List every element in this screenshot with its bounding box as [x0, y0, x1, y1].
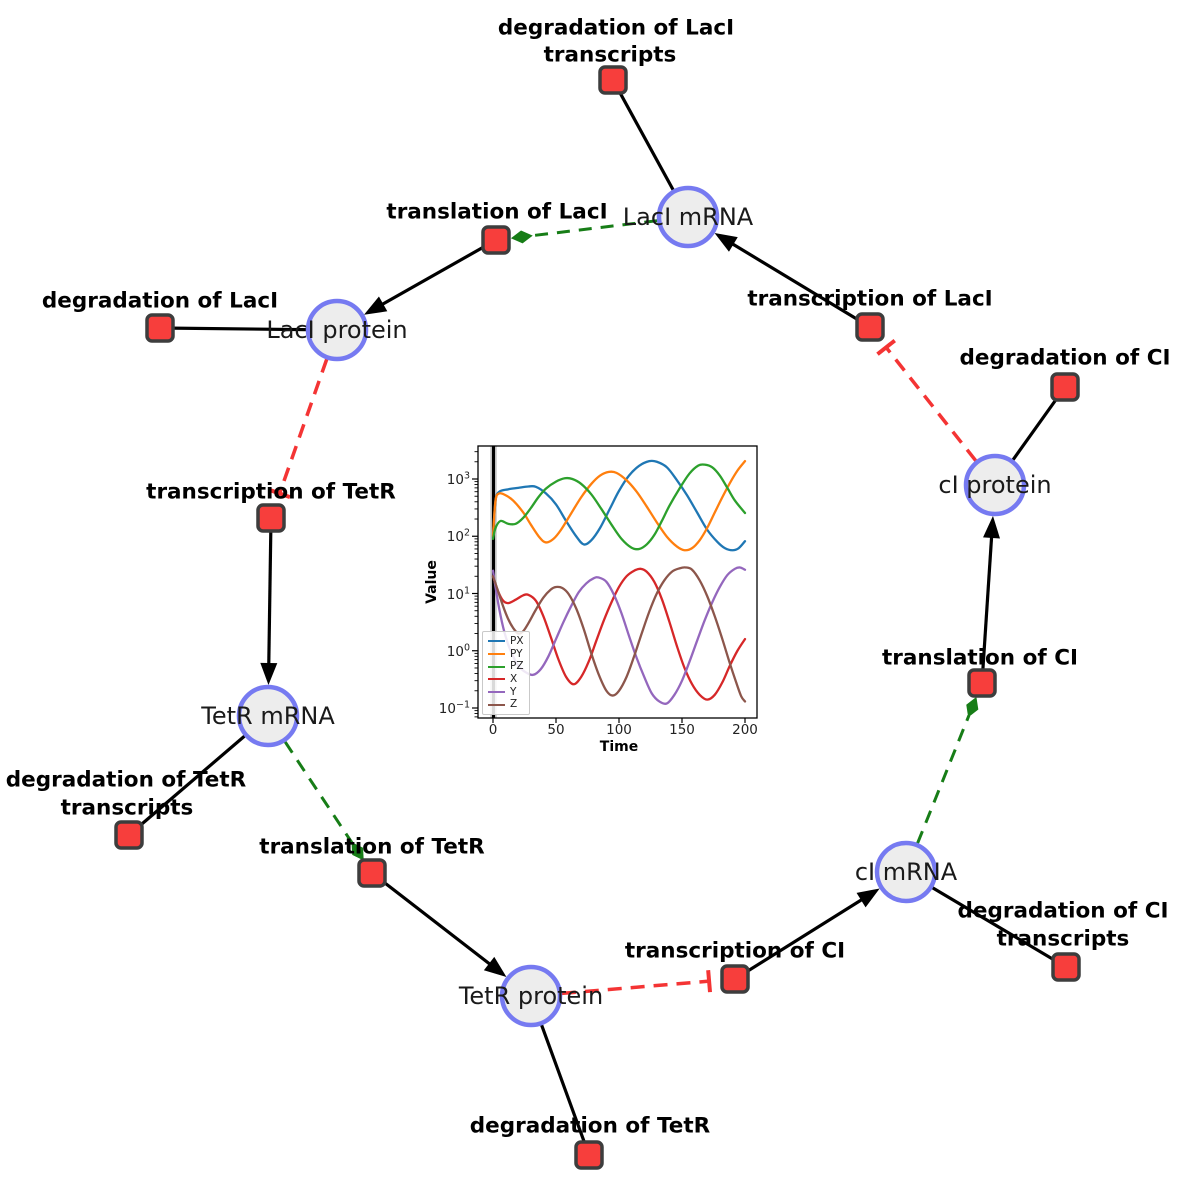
- reaction-label-deg_ci_tx-line0: degradation of CI: [957, 898, 1169, 924]
- modifier-arrowhead-icon: [966, 696, 979, 718]
- x-tick-label: 200: [732, 722, 758, 738]
- legend-label: PX: [510, 635, 524, 648]
- reaction-label-deg_laci_tx-line0: degradation of LacI: [497, 15, 735, 41]
- edge-production-txn_laci-laci_mrna: [714, 233, 871, 329]
- modifier-arrowhead-icon: [510, 230, 533, 244]
- edge-production-transl_tetr-tetr_protein: [371, 871, 507, 978]
- reaction-node-deg_laci[interactable]: [145, 313, 175, 343]
- edge-production-txn_ci-ci_mrna: [734, 888, 880, 981]
- reaction-label-transl_laci-line0: translation of LacI: [386, 199, 608, 225]
- reaction-label-deg_ci_tx-line1: transcripts: [996, 926, 1130, 952]
- reaction-label-deg_ci-line0: degradation of CI: [959, 345, 1171, 371]
- curve-X: [491, 567, 747, 701]
- reaction-node-transl_ci[interactable]: [967, 668, 997, 698]
- species-label-ci_protein: cI protein: [938, 471, 1052, 499]
- legend-swatch-Y: [488, 691, 505, 694]
- modifier-arrowhead-icon: [351, 842, 364, 861]
- reaction-label-txn_ci-line0: transcription of CI: [624, 938, 846, 964]
- curve-PX: [491, 459, 747, 552]
- curve-PZ: [491, 463, 747, 551]
- edge-inhibition-laci_protein-txn_tetr: [268, 358, 329, 499]
- reaction-node-deg_ci[interactable]: [1050, 372, 1080, 402]
- species-label-laci_protein: LacI protein: [266, 316, 408, 344]
- curve-Z: [491, 566, 747, 703]
- legend-entry-PZ: PZ: [488, 660, 524, 673]
- edge-modifier-ci_mrna-transl_ci: [916, 696, 979, 844]
- y-tick-label: 102: [446, 527, 470, 546]
- legend-swatch-PX: [488, 640, 505, 643]
- legend-entry-Z: Z: [488, 698, 523, 711]
- legend-swatch-Z: [488, 703, 505, 706]
- y-axis-label: Value: [424, 560, 440, 604]
- reaction-label-deg_tetr-line0: degradation of TetR: [469, 1113, 711, 1139]
- curve-PY: [491, 460, 747, 552]
- chart-frame: [477, 445, 758, 719]
- y-tick-label: 100: [446, 642, 470, 660]
- legend-label: PZ: [510, 660, 524, 673]
- species-label-ci_mrna: cI mRNA: [854, 858, 958, 886]
- reaction-label-transl_ci-line0: translation of CI: [882, 645, 1078, 671]
- x-tick-label: 0: [488, 722, 498, 738]
- legend-label: Y: [510, 685, 517, 698]
- legend-swatch-PZ: [488, 665, 505, 668]
- species-node-laci_mrna[interactable]: [656, 185, 720, 249]
- legend-label: PY: [510, 647, 523, 660]
- reaction-node-transl_tetr[interactable]: [357, 858, 387, 888]
- reaction-node-txn_ci[interactable]: [720, 964, 750, 994]
- reaction-label-txn_laci-line0: transcription of LacI: [747, 286, 993, 312]
- legend-swatch-PY: [488, 653, 505, 655]
- reaction-node-transl_laci[interactable]: [481, 225, 511, 255]
- chart-legend: PX PY PZ X Y Z: [482, 631, 530, 715]
- reaction-node-txn_laci[interactable]: [855, 312, 885, 342]
- edge-modifier-tetr_mrna-transl_tetr: [283, 741, 364, 861]
- reaction-node-txn_tetr[interactable]: [256, 503, 286, 533]
- inhibition-tbar-icon: [876, 338, 896, 356]
- species-label-tetr_mrna: TetR mRNA: [201, 702, 335, 730]
- reaction-node-deg_tetr[interactable]: [574, 1140, 604, 1170]
- reaction-label-txn_tetr-line0: transcription of TetR: [146, 479, 396, 505]
- edge-production-transl_laci-laci_protein: [363, 238, 497, 315]
- y-tick-label: 101: [446, 584, 470, 603]
- reaction-label-transl_tetr-line0: translation of TetR: [259, 834, 485, 860]
- y-tick-label: 10−1: [438, 699, 470, 717]
- x-tick-label: 150: [669, 722, 695, 738]
- edge-inhibition-tetr_protein-txn_ci: [561, 970, 712, 996]
- x-tick-label: 50: [547, 722, 565, 738]
- species-label-tetr_protein: TetR protein: [458, 982, 604, 1010]
- legend-entry-Y: Y: [488, 686, 523, 699]
- edge-production-transl_ci-ci_protein: [980, 515, 1001, 684]
- reaction-label-deg_tetr_tx-line0: degradation of TetR: [5, 767, 247, 793]
- species-node-tetr_protein[interactable]: [499, 964, 563, 1028]
- x-axis-label: Time: [599, 739, 639, 755]
- x-tick-label: 100: [606, 722, 632, 738]
- edge-inhibition-ci_protein-txn_laci: [876, 338, 978, 462]
- reaction-label-deg_tetr_tx-line1: transcripts: [60, 795, 194, 821]
- inhibition-tbar-icon: [706, 970, 712, 993]
- reaction-node-deg_tetr_tx[interactable]: [114, 820, 144, 850]
- reaction-node-deg_laci_tx[interactable]: [598, 65, 628, 95]
- edge-modifier-laci_mrna-transl_laci: [510, 219, 658, 244]
- legend-entry-X: X: [488, 673, 523, 686]
- legend-label: Z: [510, 698, 518, 711]
- legend-entry-PY: PY: [488, 648, 523, 661]
- legend-entry-PX: PX: [488, 635, 524, 648]
- species-node-ci_mrna[interactable]: [874, 840, 938, 904]
- legend-label: X: [510, 673, 518, 686]
- y-tick-label: 103: [446, 470, 470, 488]
- inhibition-tbar-icon: [268, 487, 291, 499]
- reaction-node-deg_ci_tx[interactable]: [1051, 952, 1081, 982]
- reaction-label-deg_laci_tx-line1: transcripts: [543, 42, 677, 68]
- species-node-laci_protein[interactable]: [305, 298, 369, 362]
- edge-production-txn_tetr-tetr_mrna: [260, 517, 278, 686]
- nodes-layer: [114, 65, 1081, 1170]
- reaction-label-deg_laci-line0: degradation of LacI: [41, 288, 279, 314]
- legend-swatch-X: [488, 678, 505, 681]
- species-node-tetr_mrna[interactable]: [236, 684, 300, 748]
- species-node-ci_protein[interactable]: [963, 453, 1027, 517]
- species-label-laci_mrna: LacI mRNA: [622, 203, 754, 231]
